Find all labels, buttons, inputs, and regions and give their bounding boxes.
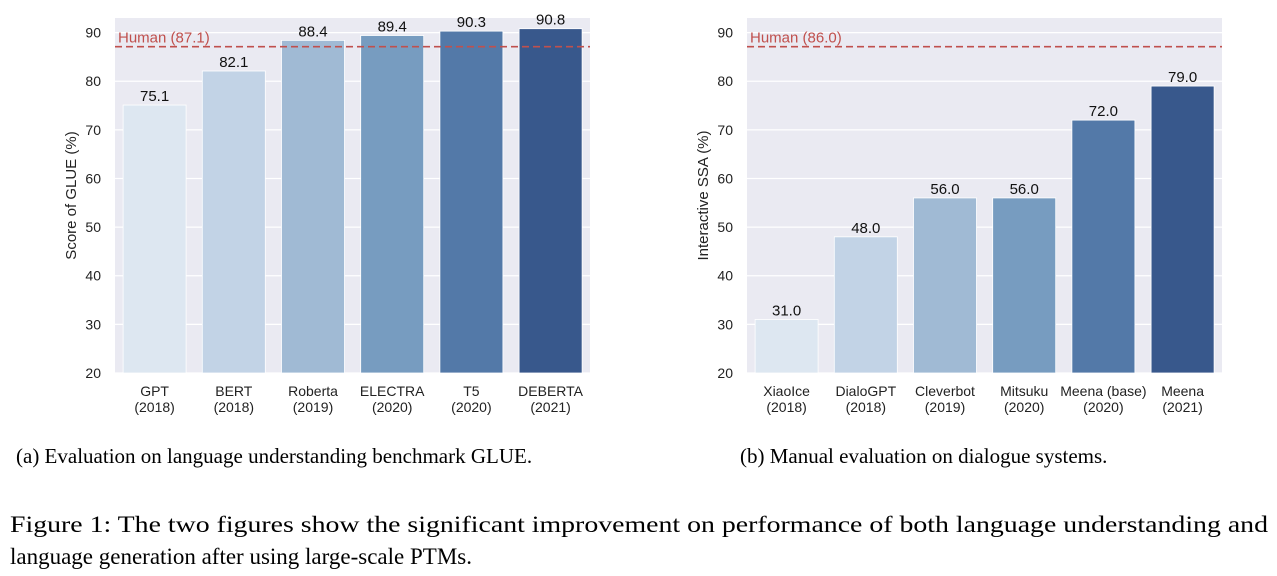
x-tick-label: (2021) bbox=[530, 399, 570, 415]
x-tick-label: T5 bbox=[463, 383, 480, 399]
x-tick-label: (2020) bbox=[1083, 399, 1123, 415]
x-tick-label: (2019) bbox=[925, 399, 965, 415]
x-tick-label: Mitsuku bbox=[1000, 383, 1048, 399]
human-reference-label: Human (86.0) bbox=[750, 30, 842, 47]
subcaption-a: (a) Evaluation on language understanding… bbox=[16, 444, 532, 468]
x-tick-label: (2020) bbox=[1004, 399, 1044, 415]
x-tick-label: (2020) bbox=[372, 399, 412, 415]
x-tick-label: Cleverbot bbox=[915, 383, 975, 399]
x-tick-label: (2021) bbox=[1162, 399, 1202, 415]
bar-value-label: 89.4 bbox=[378, 19, 407, 36]
bar-value-label: 90.8 bbox=[536, 12, 565, 29]
y-axis-label: Score of GLUE (%) bbox=[63, 131, 80, 259]
figure-caption-line-1: Figure 1: The two figures show the signi… bbox=[10, 512, 1269, 537]
y-tick-label: 80 bbox=[717, 73, 733, 89]
x-tick-label: BERT bbox=[215, 383, 253, 399]
x-tick-label: (2019) bbox=[293, 399, 333, 415]
x-tick-label: DEBERTA bbox=[518, 383, 583, 399]
figure-caption-line-2: language generation after using large-sc… bbox=[10, 544, 472, 569]
bar bbox=[518, 28, 583, 374]
x-tick-label: (2018) bbox=[846, 399, 886, 415]
glue-bar-chart: 20 30 40 50 60 70 80 90 Score of GLUE (%) 75.1 GPT… bbox=[63, 12, 590, 415]
bar-value-label: 72.0 bbox=[1089, 103, 1118, 120]
y-tick-label: 50 bbox=[85, 219, 101, 235]
x-tick-label: XiaoIce bbox=[763, 383, 810, 399]
y-tick-label: 20 bbox=[85, 365, 101, 381]
x-tick-label: (2020) bbox=[451, 399, 491, 415]
x-tick-label: Meena bbox=[1161, 383, 1204, 399]
y-tick-label: 30 bbox=[717, 316, 733, 332]
bar bbox=[1071, 119, 1136, 374]
x-tick-label: (2018) bbox=[214, 399, 254, 415]
y-tick-label: 30 bbox=[85, 316, 101, 332]
bar bbox=[833, 236, 898, 374]
bar bbox=[360, 35, 425, 374]
y-tick-label: 40 bbox=[85, 268, 101, 284]
bar-value-label: 56.0 bbox=[1010, 181, 1039, 198]
bar-value-label: 31.0 bbox=[772, 303, 801, 320]
x-tick-label: DialoGPT bbox=[835, 383, 896, 399]
y-tick-label: 70 bbox=[85, 122, 101, 138]
plot-background bbox=[115, 18, 590, 373]
bar bbox=[913, 197, 977, 374]
bar-value-label: 48.0 bbox=[851, 220, 880, 237]
x-tick-label: Meena (base) bbox=[1060, 383, 1146, 399]
subcaption-b: (b) Manual evaluation on dialogue system… bbox=[740, 444, 1107, 468]
x-tick-label: ELECTRA bbox=[360, 383, 425, 399]
y-tick-label: 60 bbox=[717, 170, 733, 186]
bar bbox=[201, 70, 266, 374]
y-tick-label: 40 bbox=[717, 268, 733, 284]
human-reference-label: Human (87.1) bbox=[118, 30, 210, 47]
y-tick-label: 20 bbox=[717, 365, 733, 381]
plot-background bbox=[747, 18, 1222, 373]
y-tick-label: 70 bbox=[717, 122, 733, 138]
bar bbox=[754, 319, 819, 374]
bar bbox=[122, 104, 187, 374]
bar-value-label: 82.1 bbox=[219, 54, 248, 71]
bar bbox=[992, 197, 1057, 374]
bar-value-label: 88.4 bbox=[298, 23, 327, 40]
x-tick-label: (2018) bbox=[766, 399, 806, 415]
y-axis-label: Interactive SSA (%) bbox=[695, 130, 712, 260]
y-tick-label: 60 bbox=[85, 170, 101, 186]
dialogue-bar-chart: 20 30 40 50 60 70 80 90 Interactive SSA (%) 31.0 X… bbox=[695, 18, 1222, 415]
bar-value-label: 90.3 bbox=[457, 14, 486, 31]
y-tick-label: 90 bbox=[85, 25, 101, 41]
bar bbox=[281, 39, 345, 374]
x-tick-label: (2018) bbox=[134, 399, 174, 415]
x-tick-label: Roberta bbox=[288, 383, 338, 399]
bar-value-label: 56.0 bbox=[930, 181, 959, 198]
y-tick-label: 80 bbox=[85, 73, 101, 89]
y-tick-label: 50 bbox=[717, 219, 733, 235]
bar-value-label: 79.0 bbox=[1168, 69, 1197, 86]
y-tick-label: 90 bbox=[717, 25, 733, 41]
bar-value-label: 75.1 bbox=[140, 88, 169, 105]
x-tick-label: GPT bbox=[140, 383, 169, 399]
bar bbox=[1150, 85, 1215, 374]
bar bbox=[439, 30, 504, 374]
